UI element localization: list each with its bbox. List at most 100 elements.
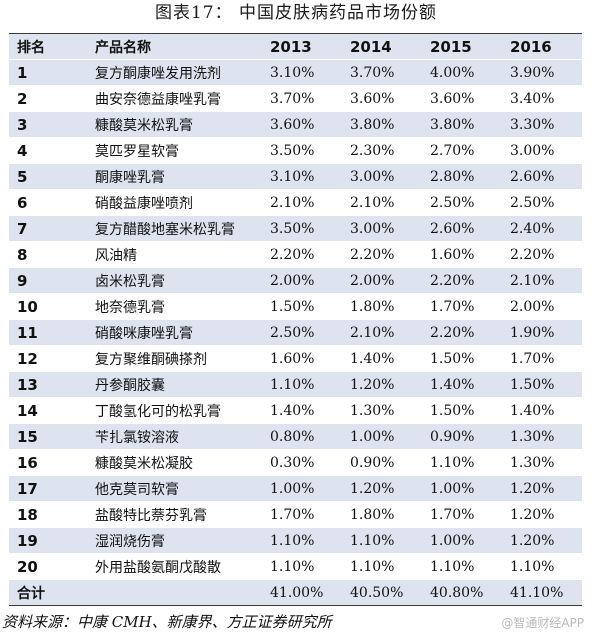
cell-share-2016: 1.20% [502,501,582,528]
header-year-2014: 2014 [342,34,422,60]
cell-share-2016: 2.40% [502,215,582,242]
watermark-text: @智通财经APP [501,616,584,630]
cell-share-2016: 2.00% [502,293,582,320]
cell-share-2015: 1.50% [422,345,502,372]
table-row: 1 复方酮康唑发用洗剂 3.10% 3.70% 4.00% 3.90% [9,59,582,86]
cell-share-2015: 0.90% [422,423,502,450]
market-share-table-container: 排名 产品名称 2013 2014 2015 2016 1 复方酮康唑发用洗剂 3.… [9,33,582,606]
cell-share-2013: 3.50% [262,137,342,164]
cell-rank: 4 [9,137,87,164]
cell-product-name: 卤米松乳膏 [87,267,262,294]
table-row: 14 丁酸氢化可的松乳膏 1.40% 1.30% 1.50% 1.40% [9,397,582,424]
cell-share-2015: 2.70% [422,137,502,164]
cell-share-2013: 1.70% [262,501,342,528]
cell-rank: 17 [9,475,87,502]
cell-rank: 3 [9,111,87,138]
cell-product-name: 苄扎氯铵溶液 [87,423,262,450]
total-cell-share-2014: 40.50% [342,579,422,606]
cell-share-2013: 1.00% [262,475,342,502]
cell-share-2014: 1.00% [342,423,422,450]
cell-rank: 2 [9,85,87,112]
cell-rank: 8 [9,241,87,268]
cell-product-name: 盐酸特比萘芬乳膏 [87,501,262,528]
cell-rank: 9 [9,267,87,294]
table-row: 19 湿润烧伤膏 1.10% 1.10% 1.00% 1.20% [9,527,582,554]
table-row: 13 丹参酮胶囊 1.10% 1.20% 1.40% 1.50% [9,371,582,398]
table-header-row: 排名 产品名称 2013 2014 2015 2016 [9,34,582,60]
cell-product-name: 外用盐酸氨酮戊酸散 [87,553,262,580]
cell-share-2016: 2.10% [502,267,582,294]
cell-product-name: 硝酸咪康唑乳膏 [87,319,262,346]
cell-share-2015: 1.10% [422,553,502,580]
cell-share-2014: 3.00% [342,163,422,190]
cell-share-2015: 2.80% [422,163,502,190]
cell-rank: 18 [9,501,87,528]
header-year-2015: 2015 [422,34,502,60]
cell-product-name: 复方醋酸地塞米松乳膏 [87,215,262,242]
table-row: 11 硝酸咪康唑乳膏 2.50% 2.10% 2.20% 1.90% [9,319,582,346]
cell-share-2013: 2.00% [262,267,342,294]
cell-product-name: 曲安奈德益康唑乳膏 [87,85,262,112]
cell-product-name: 复方酮康唑发用洗剂 [87,59,262,86]
cell-product-name: 糠酸莫米松凝胶 [87,449,262,476]
cell-share-2014: 3.00% [342,215,422,242]
cell-product-name: 湿润烧伤膏 [87,527,262,554]
cell-share-2015: 3.60% [422,85,502,112]
table-row: 20 外用盐酸氨酮戊酸散 1.10% 1.10% 1.10% 1.10% [9,553,582,580]
cell-share-2013: 3.70% [262,85,342,112]
cell-share-2015: 1.50% [422,397,502,424]
cell-share-2013: 1.50% [262,293,342,320]
cell-share-2013: 3.10% [262,59,342,86]
cell-share-2014: 1.20% [342,371,422,398]
cell-share-2013: 1.10% [262,371,342,398]
table-row: 2 曲安奈德益康唑乳膏 3.70% 3.60% 3.60% 3.40% [9,85,582,112]
cell-share-2015: 1.10% [422,449,502,476]
cell-share-2013: 3.50% [262,215,342,242]
header-rank: 排名 [9,34,87,60]
cell-rank: 6 [9,189,87,216]
cell-product-name: 地奈德乳膏 [87,293,262,320]
cell-share-2016: 1.90% [502,319,582,346]
table-row: 9 卤米松乳膏 2.00% 2.00% 2.20% 2.10% [9,267,582,294]
cell-share-2016: 1.20% [502,475,582,502]
cell-share-2014: 1.10% [342,527,422,554]
cell-share-2015: 4.00% [422,59,502,86]
cell-share-2014: 0.90% [342,449,422,476]
cell-share-2014: 2.30% [342,137,422,164]
cell-product-name: 丁酸氢化可的松乳膏 [87,397,262,424]
cell-share-2013: 2.10% [262,189,342,216]
cell-share-2013: 2.50% [262,319,342,346]
total-cell-share-2015: 40.80% [422,579,502,606]
table-row: 7 复方醋酸地塞米松乳膏 3.50% 3.00% 2.60% 2.40% [9,215,582,242]
table-row: 18 盐酸特比萘芬乳膏 1.70% 1.80% 1.70% 1.20% [9,501,582,528]
cell-share-2015: 2.60% [422,215,502,242]
cell-rank: 14 [9,397,87,424]
cell-share-2015: 1.70% [422,501,502,528]
cell-share-2016: 3.40% [502,85,582,112]
cell-share-2015: 1.60% [422,241,502,268]
cell-product-name: 他克莫司软膏 [87,475,262,502]
total-cell-share-2016: 41.10% [502,579,582,606]
cell-product-name: 酮康唑乳膏 [87,163,262,190]
cell-share-2014: 1.30% [342,397,422,424]
cell-share-2015: 1.40% [422,371,502,398]
cell-share-2014: 2.00% [342,267,422,294]
cell-rank: 1 [9,59,87,86]
cell-share-2016: 2.20% [502,241,582,268]
cell-rank: 11 [9,319,87,346]
cell-product-name: 复方聚维酮碘搽剂 [87,345,262,372]
total-row: 合计 41.00% 40.50% 40.80% 41.10% [9,579,582,606]
cell-product-name: 风油精 [87,241,262,268]
table-row: 4 莫匹罗星软膏 3.50% 2.30% 2.70% 3.00% [9,137,582,164]
table-row: 15 苄扎氯铵溶液 0.80% 1.00% 0.90% 1.30% [9,423,582,450]
table-body: 1 复方酮康唑发用洗剂 3.10% 3.70% 4.00% 3.90% 2 曲安奈德益康唑乳膏… [9,59,582,606]
cell-share-2014: 1.20% [342,475,422,502]
cell-share-2016: 1.30% [502,449,582,476]
cell-share-2016: 1.30% [502,423,582,450]
cell-share-2013: 0.80% [262,423,342,450]
cell-share-2013: 1.40% [262,397,342,424]
cell-share-2015: 1.00% [422,527,502,554]
cell-share-2015: 3.80% [422,111,502,138]
market-share-table: 排名 产品名称 2013 2014 2015 2016 1 复方酮康唑发用洗剂 3.… [9,34,582,606]
table-row: 5 酮康唑乳膏 3.10% 3.00% 2.80% 2.60% [9,163,582,190]
